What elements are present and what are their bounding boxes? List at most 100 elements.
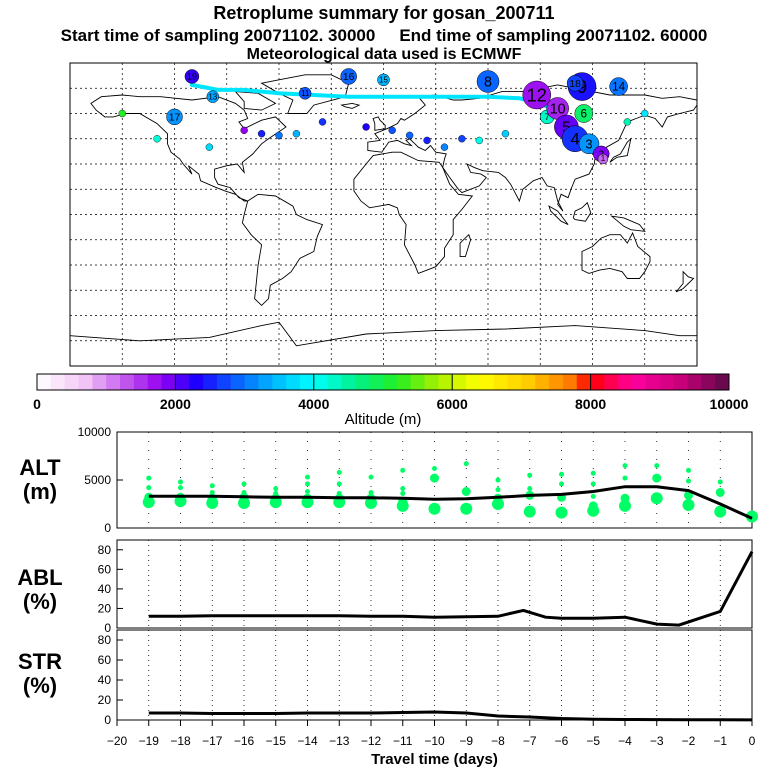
end-time-label: End time of sampling 20071102. 60000 [399, 26, 708, 45]
start-time-label: Start time of sampling 20071102. 30000 [60, 26, 376, 45]
coastline-australia [581, 231, 651, 279]
x-tick-label: −18 [170, 734, 191, 748]
alt-mean-line [148, 485, 753, 520]
x-tick-label: −10 [424, 734, 445, 748]
x-axis-label: Travel time (days) [371, 751, 498, 768]
abl-panel-label: ABL (%) [0, 566, 80, 614]
altitude-colorbar: 0 2000 4000 6000 8000 10000 Altitude (m) [33, 373, 749, 428]
x-tick-label: −13 [329, 734, 350, 748]
alt-plume-dot [682, 498, 695, 511]
alt-panel: 0 5000 10000 [78, 425, 758, 535]
alt-plume-dot [715, 487, 725, 497]
colorbar-tick-label: 4000 [298, 396, 329, 412]
panel-ytick-label: 20 [98, 693, 112, 707]
alt-plume-dot [305, 481, 310, 487]
alt-plume-dot [206, 497, 219, 510]
colorbar-segment [438, 374, 453, 390]
str-unit: (%) [22, 673, 58, 698]
x-tick-label: −19 [139, 734, 160, 748]
plume-small-marker [257, 129, 266, 138]
alt-plume-dot [273, 486, 279, 492]
alt-plume-dot [555, 506, 568, 519]
colorbar-segment [327, 374, 342, 390]
x-tick-label: −20 [107, 734, 128, 748]
alt-plume-dot [209, 483, 215, 489]
colorbar-segment [424, 374, 439, 390]
world-map: 19161581311918141217710654321 [69, 62, 698, 367]
plume-marker-label: 16 [343, 72, 355, 83]
colorbar-segment [618, 374, 633, 390]
alt-plume-dot [587, 504, 600, 517]
colorbar-segment [64, 374, 79, 390]
colorbar-segment [37, 374, 52, 390]
alt-plume-dot [241, 481, 247, 487]
colorbar-segment [604, 374, 619, 390]
alt-plume-dot [146, 485, 152, 491]
plume-small-marker [423, 136, 431, 145]
alt-plume-dot [590, 481, 596, 487]
str-line [148, 710, 753, 722]
x-tick-label: −4 [618, 734, 632, 748]
coastline-antarctica [69, 321, 697, 347]
colorbar-segment [244, 374, 259, 390]
alt-plume-dot [463, 461, 469, 467]
alt-plume-dot [527, 472, 533, 478]
plume-small-marker [501, 129, 510, 138]
plume-marker-label: 5 [562, 119, 571, 136]
colorbar-segment [313, 374, 329, 390]
coastline-iceland [340, 102, 361, 109]
plume-small-marker [440, 143, 449, 151]
plume-small-marker [292, 129, 301, 138]
x-tick-label: −11 [393, 734, 413, 748]
panel-ytick-label: 10000 [78, 425, 112, 439]
colorbar-segment [147, 374, 162, 390]
colorbar-segment [687, 374, 702, 390]
panel-ytick-label: 40 [98, 673, 112, 687]
plume-marker-label: 15 [379, 76, 388, 85]
plume-marker-label: 12 [527, 85, 547, 105]
x-tick-label: −6 [555, 734, 569, 748]
abl-line [148, 550, 754, 627]
plume-marker-label: 10 [550, 101, 566, 117]
alt-plume-dot [652, 473, 662, 483]
x-tick-label: −14 [297, 734, 318, 748]
alt-plume-dot [461, 487, 471, 497]
plume-marker [206, 90, 220, 103]
plume-marker [566, 74, 584, 92]
plume-marker-label: 4 [570, 130, 579, 149]
colorbar-segment [535, 374, 550, 390]
alt-plume-dot [619, 499, 631, 512]
plume-small-marker [475, 136, 483, 145]
colorbar-segment [92, 374, 107, 390]
alt-plume-dot [365, 497, 377, 510]
alt-plume-dot [368, 489, 374, 495]
x-tick-label: −3 [650, 734, 664, 748]
colorbar-segment [369, 374, 384, 390]
colorbar-segment [355, 374, 370, 390]
plume-small-marker [362, 123, 370, 131]
abl-panel: 0 20 40 60 80 [98, 539, 754, 635]
coastline-new-zealand [675, 270, 695, 293]
colorbar-segment [230, 374, 245, 390]
colorbar-segment [50, 374, 66, 390]
met-data-label: Meteorological data used is ECMWF [246, 46, 522, 63]
alt-plume-dot [492, 498, 504, 510]
abl-unit: (%) [22, 589, 58, 614]
plume-small-marker [405, 131, 414, 140]
plume-marker-label: 13 [208, 92, 217, 101]
colorbar-segment [106, 374, 121, 390]
x-tick-label: −17 [202, 734, 223, 748]
plume-small-marker [458, 135, 466, 143]
plume-marker [578, 133, 600, 155]
panel-ytick-label: 80 [98, 633, 112, 647]
plume-small-marker [641, 109, 649, 118]
panel-ytick-label: 60 [98, 653, 112, 667]
alt-plume-dot [714, 505, 727, 518]
colorbar-segment [507, 374, 522, 390]
coastline-borneo [572, 201, 592, 222]
plume-marker-label: 8 [484, 74, 492, 90]
colorbar-label: Altitude (m) [345, 411, 422, 428]
alt-plume-dot [368, 474, 374, 480]
coastline-great-britain [372, 116, 386, 131]
